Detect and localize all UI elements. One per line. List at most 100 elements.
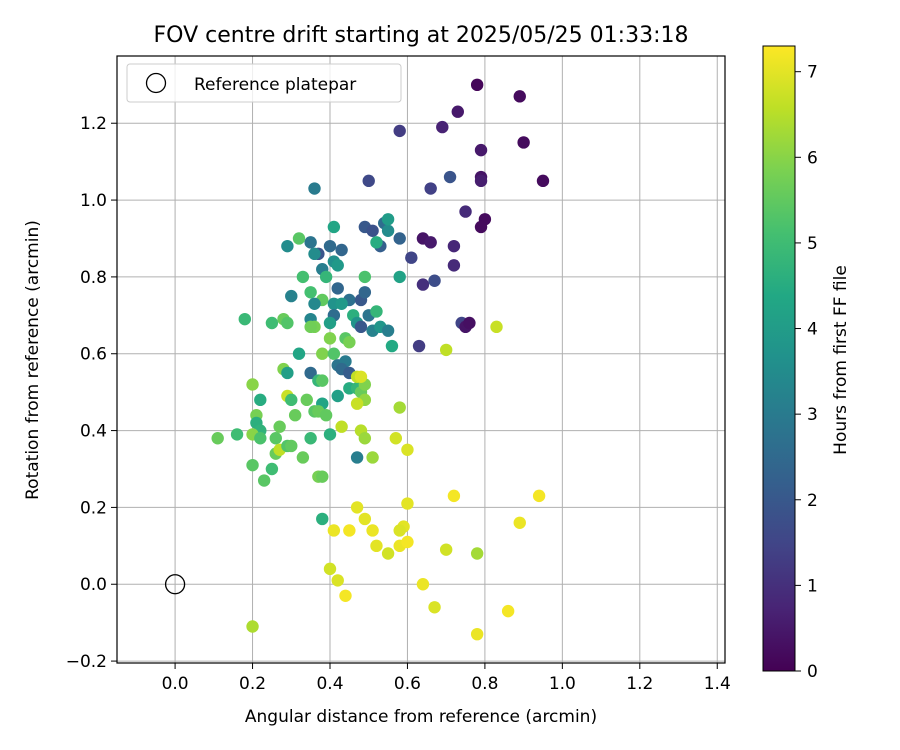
data-point bbox=[443, 170, 457, 184]
data-point bbox=[331, 282, 344, 295]
data-point bbox=[288, 409, 302, 422]
x-tick-label: 1.0 bbox=[549, 674, 576, 694]
y-axis-label: Rotation from reference (arcmin) bbox=[23, 220, 43, 500]
colorbar-tick-label: 0 bbox=[807, 662, 818, 682]
data-point bbox=[331, 574, 344, 587]
legend-box bbox=[126, 63, 402, 103]
data-point bbox=[254, 432, 267, 445]
data-point bbox=[470, 627, 484, 641]
data-point bbox=[436, 120, 449, 134]
plot-frame bbox=[116, 55, 726, 664]
data-point bbox=[304, 320, 317, 334]
data-point bbox=[339, 589, 352, 602]
data-point bbox=[230, 428, 244, 441]
data-point bbox=[350, 501, 364, 514]
data-point bbox=[350, 451, 364, 464]
data-point bbox=[238, 312, 251, 326]
data-point bbox=[362, 174, 375, 188]
data-point bbox=[316, 512, 329, 526]
legend-label: Reference platepar bbox=[194, 75, 356, 95]
data-point bbox=[501, 604, 515, 618]
x-tick-label: 0.8 bbox=[471, 674, 498, 694]
data-point bbox=[366, 224, 379, 238]
data-point bbox=[474, 174, 488, 188]
x-tick-label: 0.0 bbox=[162, 674, 189, 694]
data-point bbox=[416, 578, 430, 591]
data-point bbox=[451, 105, 464, 118]
data-point bbox=[254, 393, 267, 407]
data-point bbox=[513, 516, 526, 529]
data-point bbox=[335, 420, 348, 433]
data-point bbox=[327, 220, 341, 234]
data-point bbox=[285, 393, 298, 407]
data-point bbox=[296, 270, 310, 284]
data-point bbox=[401, 535, 414, 549]
data-point bbox=[308, 182, 321, 195]
data-point bbox=[393, 401, 406, 414]
reference-marker-layer bbox=[164, 574, 186, 595]
x-tick-label: 0.2 bbox=[239, 674, 266, 694]
data-point bbox=[350, 397, 364, 410]
data-point bbox=[281, 239, 294, 253]
data-point bbox=[366, 524, 379, 537]
data-point bbox=[304, 286, 317, 299]
data-point bbox=[335, 297, 348, 310]
x-axis-ticks: 0.0 0.2 0.4 0.6 0.8 1.0 1.2 1.4 bbox=[162, 663, 731, 694]
data-point bbox=[393, 524, 406, 537]
data-point bbox=[323, 316, 337, 330]
data-point bbox=[273, 420, 286, 433]
data-point bbox=[304, 432, 317, 445]
data-points bbox=[211, 78, 550, 641]
x-tick-label: 1.4 bbox=[704, 674, 731, 694]
data-point bbox=[490, 320, 503, 334]
data-point bbox=[416, 278, 430, 291]
data-point bbox=[281, 316, 294, 330]
data-point bbox=[381, 213, 395, 226]
data-point bbox=[331, 389, 344, 403]
data-point bbox=[316, 347, 329, 360]
y-axis-ticks: −0.2 0.0 0.2 0.4 0.6 0.8 1.0 1.2 bbox=[66, 114, 117, 672]
data-point bbox=[323, 239, 337, 253]
data-point bbox=[327, 524, 341, 537]
data-point bbox=[459, 205, 472, 218]
data-point bbox=[269, 432, 282, 445]
data-point bbox=[424, 236, 437, 249]
data-point bbox=[308, 297, 321, 310]
x-tick-label: 1.2 bbox=[626, 674, 653, 694]
data-point bbox=[292, 232, 306, 245]
data-point bbox=[327, 347, 341, 360]
data-point bbox=[370, 305, 383, 318]
data-point bbox=[381, 547, 395, 560]
data-point bbox=[358, 512, 372, 526]
data-point bbox=[447, 489, 461, 503]
data-point bbox=[296, 451, 310, 464]
legend-reference-marker bbox=[145, 72, 167, 94]
data-point bbox=[265, 316, 279, 330]
data-point bbox=[354, 320, 368, 334]
data-point bbox=[370, 236, 383, 249]
data-point bbox=[439, 343, 453, 357]
data-point bbox=[343, 524, 356, 537]
x-axis-label: Angular distance from reference (arcmin) bbox=[245, 707, 597, 727]
colorbar-tick-label: 3 bbox=[807, 405, 818, 425]
data-point bbox=[412, 339, 426, 353]
data-point bbox=[536, 174, 550, 188]
data-point bbox=[463, 316, 476, 330]
data-point bbox=[389, 432, 403, 445]
y-tick-label: 1.2 bbox=[80, 114, 107, 134]
y-tick-label: −0.2 bbox=[66, 652, 107, 672]
data-point bbox=[343, 336, 356, 349]
data-point bbox=[316, 470, 329, 483]
data-point bbox=[211, 432, 224, 445]
data-point bbox=[246, 378, 259, 391]
data-point bbox=[281, 366, 294, 380]
data-point bbox=[335, 243, 348, 257]
data-point bbox=[474, 143, 488, 157]
data-point bbox=[285, 289, 298, 303]
data-point bbox=[257, 474, 271, 487]
y-tick-label: 0.2 bbox=[80, 498, 107, 518]
data-point bbox=[319, 270, 333, 284]
data-point bbox=[304, 236, 317, 249]
colorbar-label: Hours from first FF file bbox=[831, 265, 851, 455]
data-point bbox=[358, 270, 372, 284]
